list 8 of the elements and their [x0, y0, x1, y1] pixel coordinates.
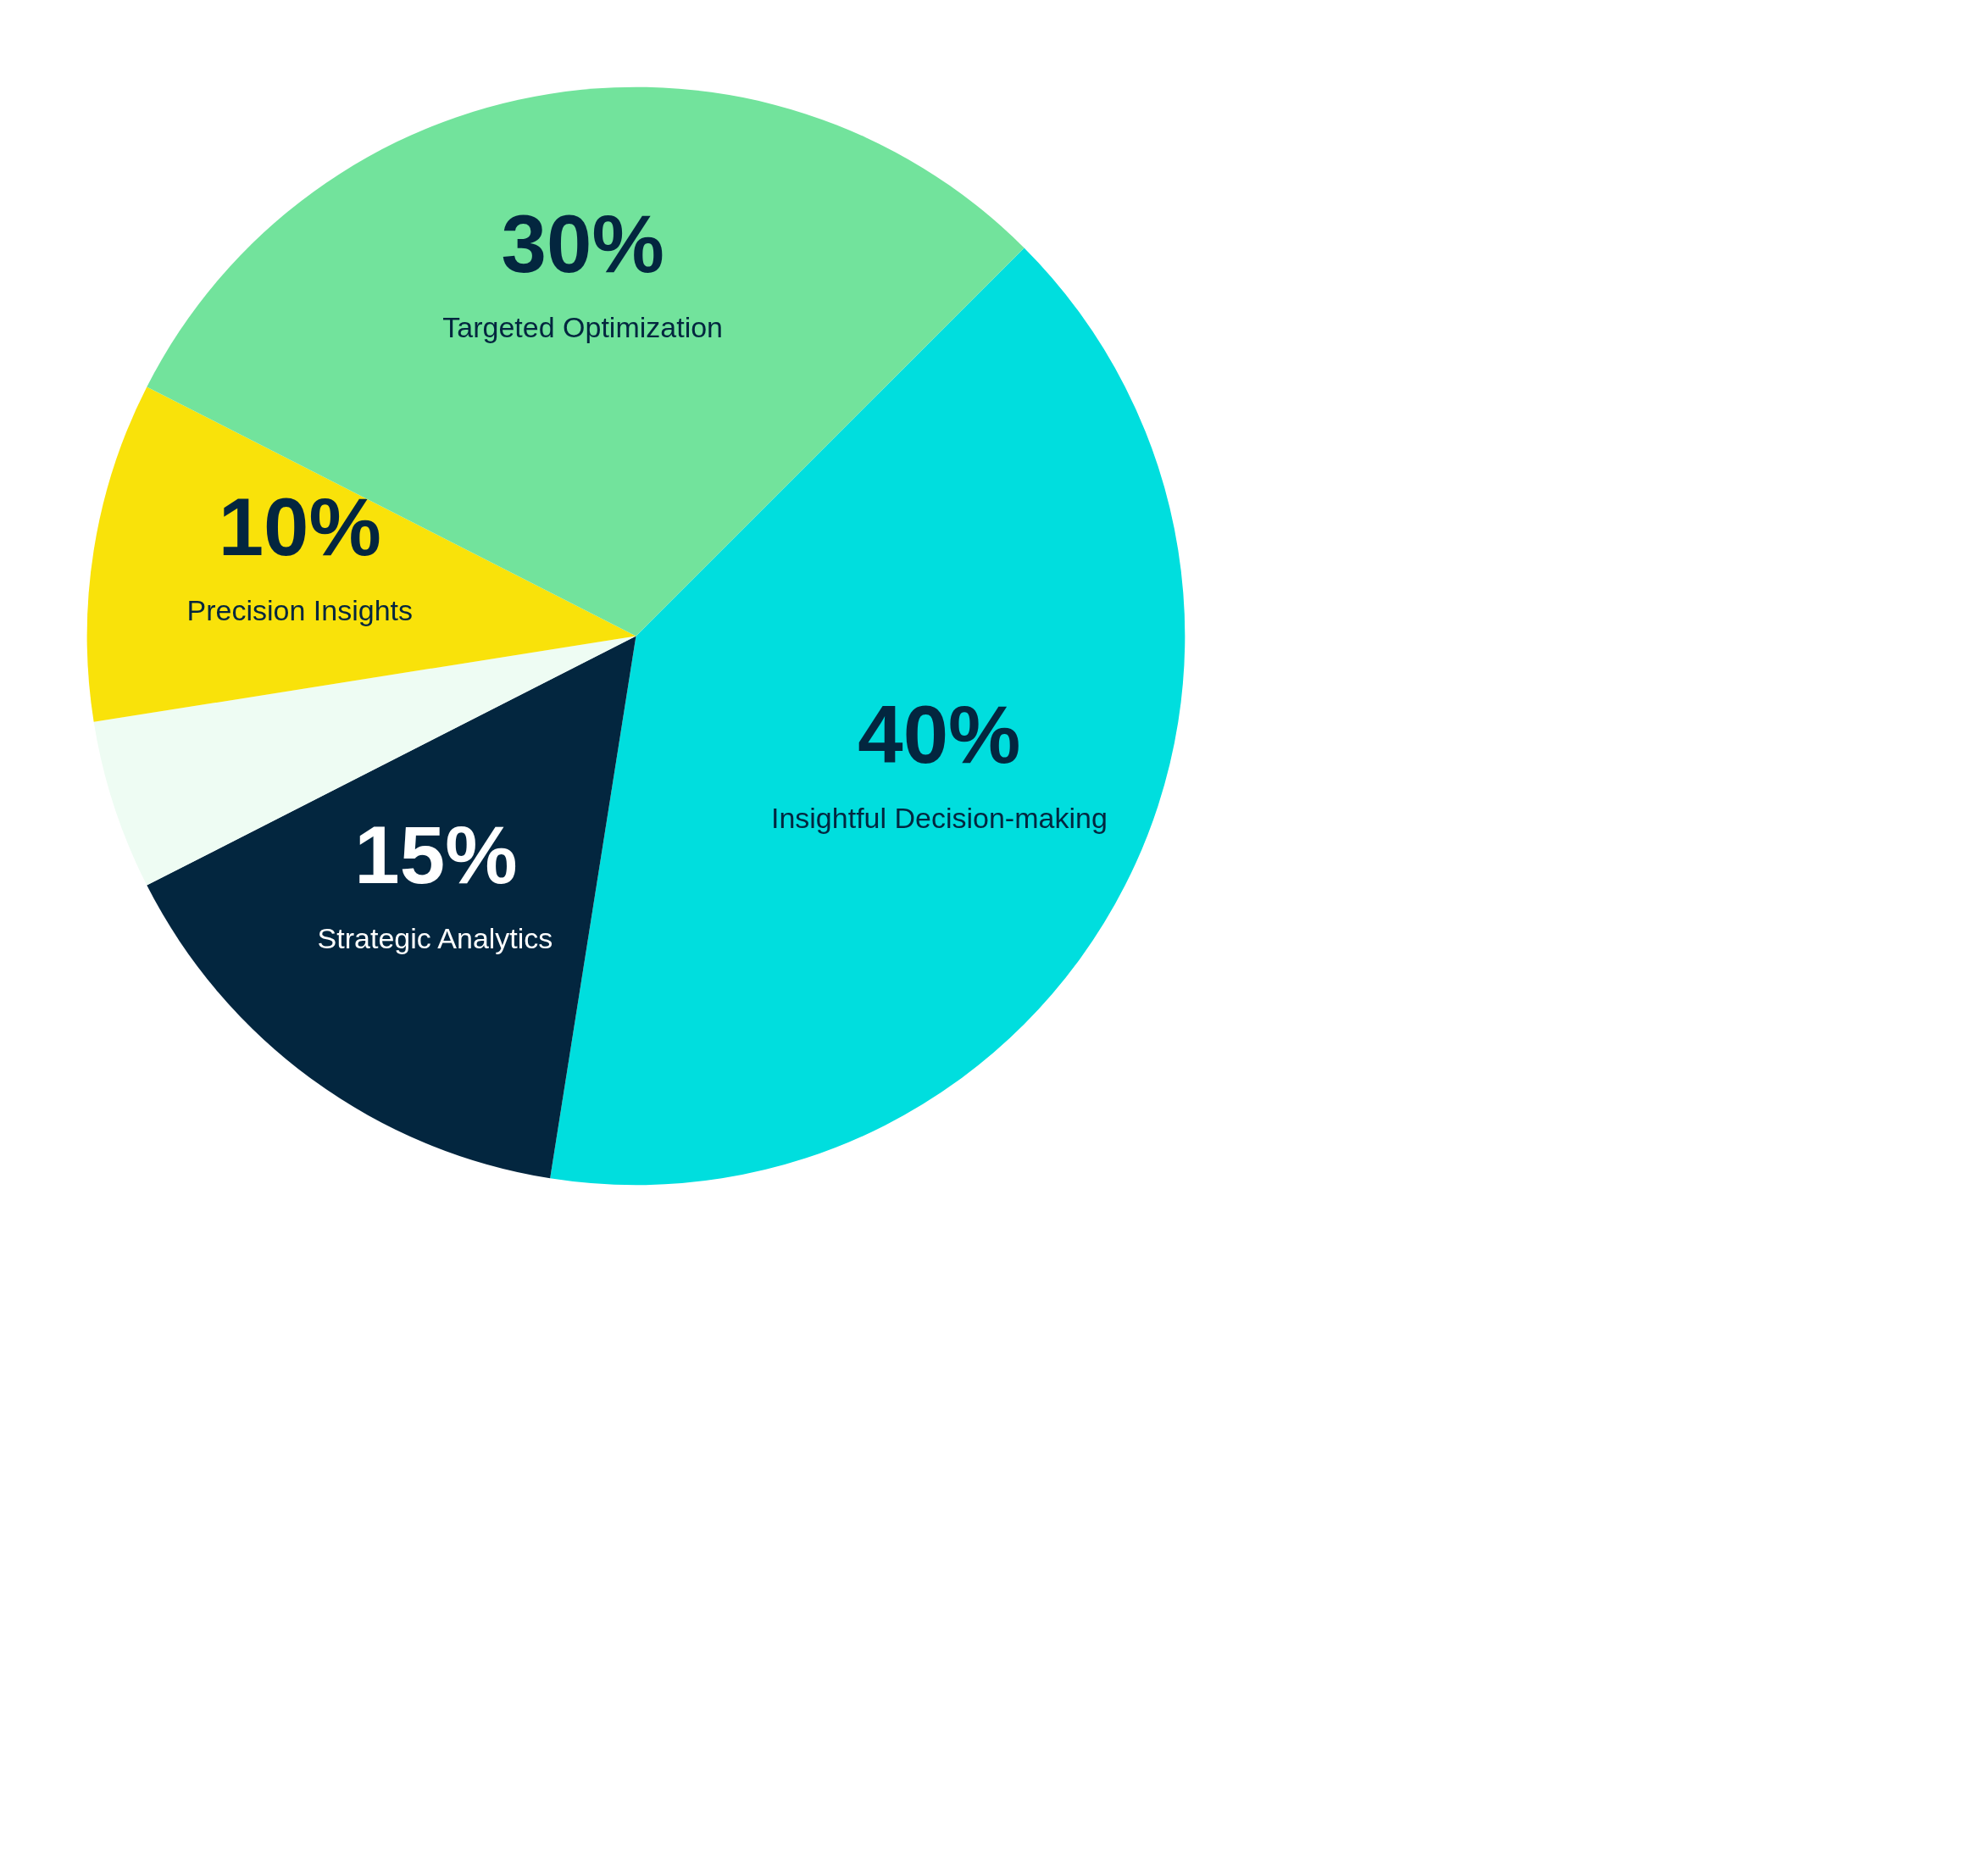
slice-label: Strategic Analytics	[317, 922, 553, 955]
slice-label: Precision Insights	[186, 593, 414, 626]
data-label: 10%	[218, 481, 381, 572]
data-label: 30%	[501, 197, 664, 289]
slice-label: Targeted Optimization	[442, 310, 724, 343]
data-label: 40%	[858, 688, 1021, 780]
slice-label: Insightful Decision-making	[770, 801, 1108, 834]
data-label: 15%	[354, 809, 518, 901]
